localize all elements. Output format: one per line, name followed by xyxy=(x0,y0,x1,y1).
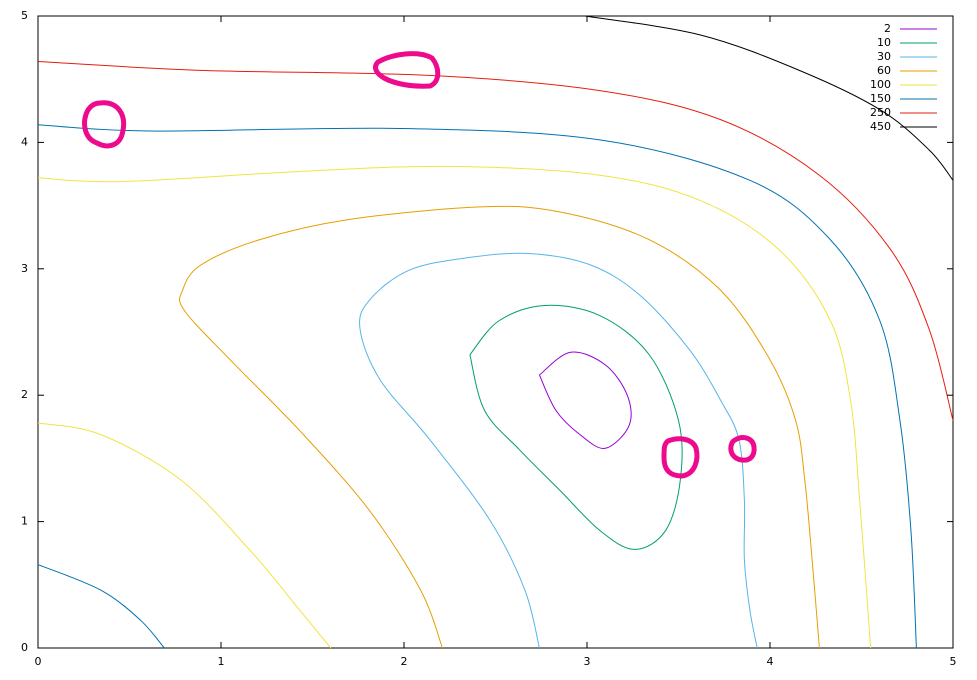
y-tick-label: 2 xyxy=(21,388,28,401)
legend-label: 10 xyxy=(877,36,891,49)
x-tick-label: 4 xyxy=(767,655,774,668)
contour-line xyxy=(178,205,820,649)
y-tick-label: 3 xyxy=(21,262,28,275)
contour-line xyxy=(37,61,954,421)
hand-circle xyxy=(82,100,127,149)
contour-line xyxy=(37,124,917,649)
x-tick-label: 2 xyxy=(401,655,408,668)
x-tick-label: 3 xyxy=(584,655,591,668)
contour-line xyxy=(359,252,758,649)
contour-line xyxy=(585,15,954,181)
x-tick-label: 5 xyxy=(950,655,957,668)
plot-area xyxy=(37,15,954,649)
contour-line xyxy=(469,304,683,550)
legend-label: 150 xyxy=(870,92,891,105)
plot-frame xyxy=(37,15,954,649)
annotations xyxy=(82,51,757,479)
legend-label: 60 xyxy=(877,64,891,77)
y-tick-label: 1 xyxy=(21,515,28,528)
legend-label: 2 xyxy=(884,22,891,35)
y-tick-label: 4 xyxy=(21,135,28,148)
y-tick-label: 5 xyxy=(21,9,28,22)
legend-label: 30 xyxy=(877,50,891,63)
y-tick-label: 0 xyxy=(21,641,28,654)
x-tick-label: 0 xyxy=(35,655,42,668)
legend-label: 450 xyxy=(870,120,891,133)
hand-circle xyxy=(661,436,700,479)
hand-circle xyxy=(373,51,441,89)
x-tick-label: 1 xyxy=(218,655,225,668)
hand-circle xyxy=(728,435,757,463)
contour-line xyxy=(538,351,632,449)
contour-line xyxy=(37,165,872,649)
legend-label: 250 xyxy=(870,106,891,119)
legend-label: 100 xyxy=(870,78,891,91)
